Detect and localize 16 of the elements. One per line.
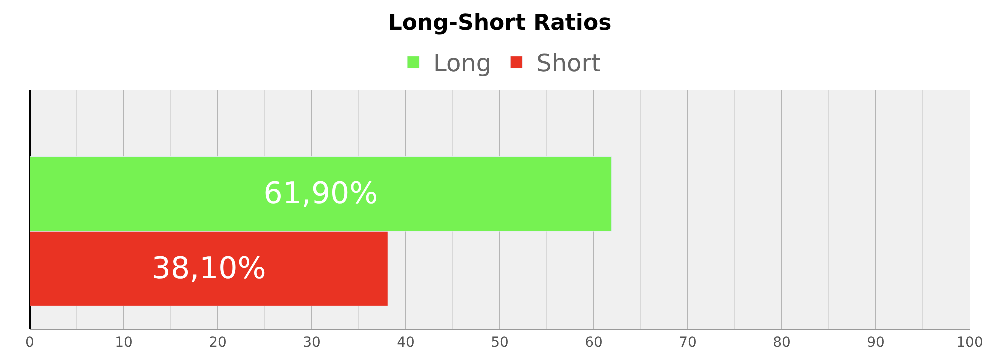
x-tick-label: 20 [209, 334, 227, 351]
data-label: 38,10% [152, 251, 266, 286]
chart-title: Long-Short Ratios [388, 10, 612, 36]
x-tick-label: 90 [867, 334, 885, 351]
legend-label: Long [434, 50, 492, 78]
x-tick-label: 80 [773, 334, 791, 351]
x-tick-label: 10 [115, 334, 133, 351]
x-tick-label: 30 [303, 334, 321, 351]
x-tick-label: 100 [956, 334, 984, 351]
x-tick-label: 70 [679, 334, 697, 351]
x-tick-label: 60 [585, 334, 603, 351]
legend-label: Short [536, 50, 601, 78]
x-tick-label: 40 [397, 334, 415, 351]
x-tick-label: 0 [26, 334, 34, 351]
x-tick-label: 50 [491, 334, 509, 351]
data-label: 61,90% [264, 176, 378, 212]
